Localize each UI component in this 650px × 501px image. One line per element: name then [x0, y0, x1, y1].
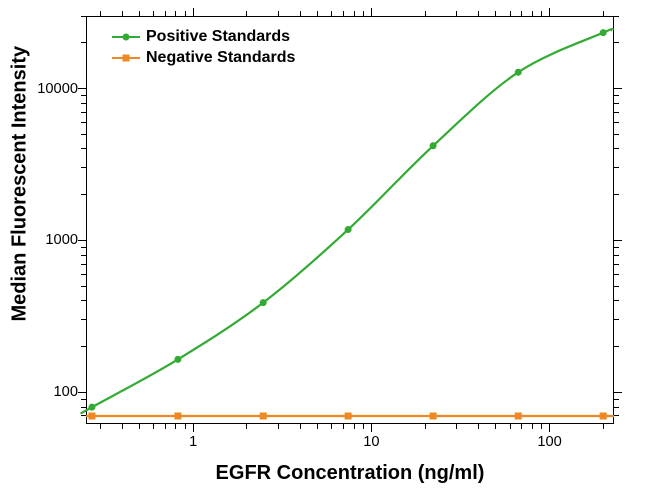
series-marker — [260, 300, 266, 306]
series-marker — [89, 404, 95, 410]
chart-container: Median Fluorescent Intensity EGFR Concen… — [0, 0, 650, 501]
series-marker — [430, 143, 436, 149]
series-line — [81, 29, 612, 413]
x-tick-label: 1 — [189, 434, 197, 450]
series-marker — [175, 356, 181, 362]
y-tick-label: 1000 — [36, 232, 78, 248]
series-marker — [345, 227, 351, 233]
series-marker — [515, 413, 521, 419]
series-marker — [600, 30, 606, 36]
series-marker — [89, 413, 95, 419]
x-tick-label: 100 — [537, 434, 561, 450]
x-tick-label: 10 — [363, 434, 379, 450]
series-marker — [515, 69, 521, 75]
series-marker — [600, 413, 606, 419]
series-marker — [345, 413, 351, 419]
y-tick-label: 100 — [36, 384, 78, 400]
y-tick-label: 10000 — [36, 81, 78, 97]
series-marker — [175, 413, 181, 419]
series-marker — [260, 413, 266, 419]
series-marker — [430, 413, 436, 419]
plot-svg — [0, 0, 650, 501]
